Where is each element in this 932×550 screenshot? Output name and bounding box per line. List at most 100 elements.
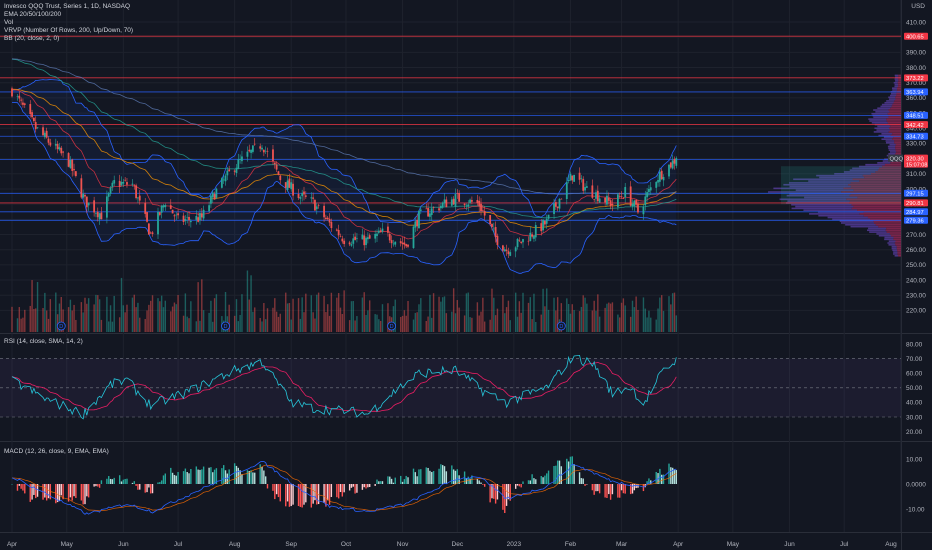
- macd-histogram-bar: [476, 478, 479, 484]
- candle-body: [22, 102, 24, 105]
- vrvp-up-bar: [809, 213, 860, 215]
- vrvp-up-bar: [892, 87, 897, 89]
- vrvp-up-bar: [882, 160, 893, 162]
- volume-bar: [379, 320, 382, 332]
- macd-histogram-bar: [22, 484, 24, 491]
- candle-body: [120, 181, 123, 186]
- macd-histogram-bar: [631, 484, 634, 494]
- volume-bar: [400, 316, 402, 332]
- macd-histogram-bar: [611, 484, 614, 495]
- vrvp-up-bar: [888, 244, 896, 246]
- vrvp-up-bar: [888, 152, 896, 155]
- volume-bar: [617, 314, 619, 332]
- macd-histogram-bar: [584, 484, 586, 486]
- candle-body: [109, 187, 112, 194]
- level-badge: [904, 74, 928, 82]
- volume-bar: [633, 307, 636, 332]
- candle-body: [286, 180, 289, 190]
- candle-body: [56, 143, 59, 150]
- volume-bar: [356, 316, 358, 332]
- candle-body: [301, 192, 304, 197]
- candle-body: [553, 203, 555, 214]
- volume-bar: [108, 321, 110, 332]
- candle-body: [441, 202, 444, 208]
- volume-bar: [210, 300, 212, 332]
- vrvp-up-bar: [883, 136, 894, 139]
- vrvp-down-bar: [896, 247, 901, 250]
- candle-body: [71, 159, 74, 171]
- volume-bar: [224, 292, 227, 332]
- vrvp-up-bar: [894, 83, 899, 86]
- candle-body: [655, 181, 658, 188]
- time-axis-label: Jun: [784, 541, 795, 548]
- candle-body: [215, 188, 218, 198]
- candle-body: [388, 234, 391, 241]
- vrvp-up-bar: [803, 209, 858, 212]
- candle-body: [33, 117, 35, 122]
- candle-body: [467, 204, 470, 207]
- macd-histogram-bar: [648, 478, 650, 484]
- volume-bar: [533, 293, 535, 332]
- volume-bar: [546, 288, 548, 332]
- vrvp-down-bar: [878, 225, 901, 228]
- macd-histogram-bar: [547, 470, 550, 484]
- macd-histogram-bar: [120, 481, 123, 484]
- macd-histogram-bar: [407, 477, 409, 484]
- candle-body: [456, 193, 459, 194]
- candle-body: [246, 151, 249, 157]
- vrvp-up-bar: [845, 224, 876, 226]
- macd-histogram-bar: [416, 476, 418, 484]
- volume-bar: [56, 314, 59, 332]
- vrvp-down-bar: [898, 83, 901, 86]
- vrvp-down-bar: [897, 81, 901, 84]
- candle-body: [419, 209, 422, 211]
- candle-body: [620, 196, 623, 197]
- candle-body: [82, 193, 85, 198]
- macd-histogram-bar: [520, 484, 522, 488]
- candle-body: [560, 198, 563, 200]
- macd-histogram-bar: [224, 470, 227, 484]
- candle-body: [631, 203, 634, 207]
- candle-body: [554, 202, 557, 207]
- level-badge: [904, 88, 928, 96]
- vrvp-down-bar: [851, 207, 901, 210]
- volume-bar: [199, 320, 201, 332]
- candle-body: [304, 195, 307, 197]
- vrvp-up-bar: [843, 171, 876, 173]
- candle-body: [317, 204, 320, 206]
- macd-histogram-bar: [673, 469, 676, 484]
- candle-body: [326, 217, 329, 220]
- volume-bar: [314, 318, 316, 332]
- candle-body: [377, 230, 380, 233]
- macd-histogram-bar: [162, 475, 165, 484]
- volume-bar: [516, 316, 519, 332]
- candle-body: [445, 199, 448, 208]
- volume-bar: [213, 298, 216, 332]
- macd-histogram-bar: [170, 467, 172, 484]
- vrvp-up-bar: [893, 253, 898, 255]
- vrvp-down-bar: [888, 109, 901, 111]
- volume-bar: [124, 312, 126, 332]
- candle-body: [60, 147, 63, 154]
- vrvp-down-bar: [853, 189, 901, 191]
- volume-bar: [20, 318, 22, 332]
- candle-body: [126, 182, 128, 185]
- time-axis-label: Aug: [885, 541, 897, 548]
- level-badge-label: 297.15: [906, 192, 924, 198]
- macd-histogram-bar: [35, 484, 37, 499]
- macd-histogram-bar: [480, 482, 482, 484]
- vrvp-up-bar: [819, 176, 865, 179]
- volume-bar: [109, 305, 112, 332]
- macd-histogram: [11, 456, 677, 513]
- time-axis-label: Apr: [7, 541, 18, 548]
- candle-body: [507, 251, 510, 255]
- macd-histogram-bar: [44, 484, 46, 498]
- candle-body: [392, 243, 395, 245]
- volume-bar: [555, 310, 557, 332]
- volume-bar: [598, 316, 601, 332]
- candle-body: [585, 186, 588, 188]
- volume-bar: [162, 307, 165, 332]
- candle-body: [368, 235, 371, 239]
- volume-bar: [595, 310, 597, 332]
